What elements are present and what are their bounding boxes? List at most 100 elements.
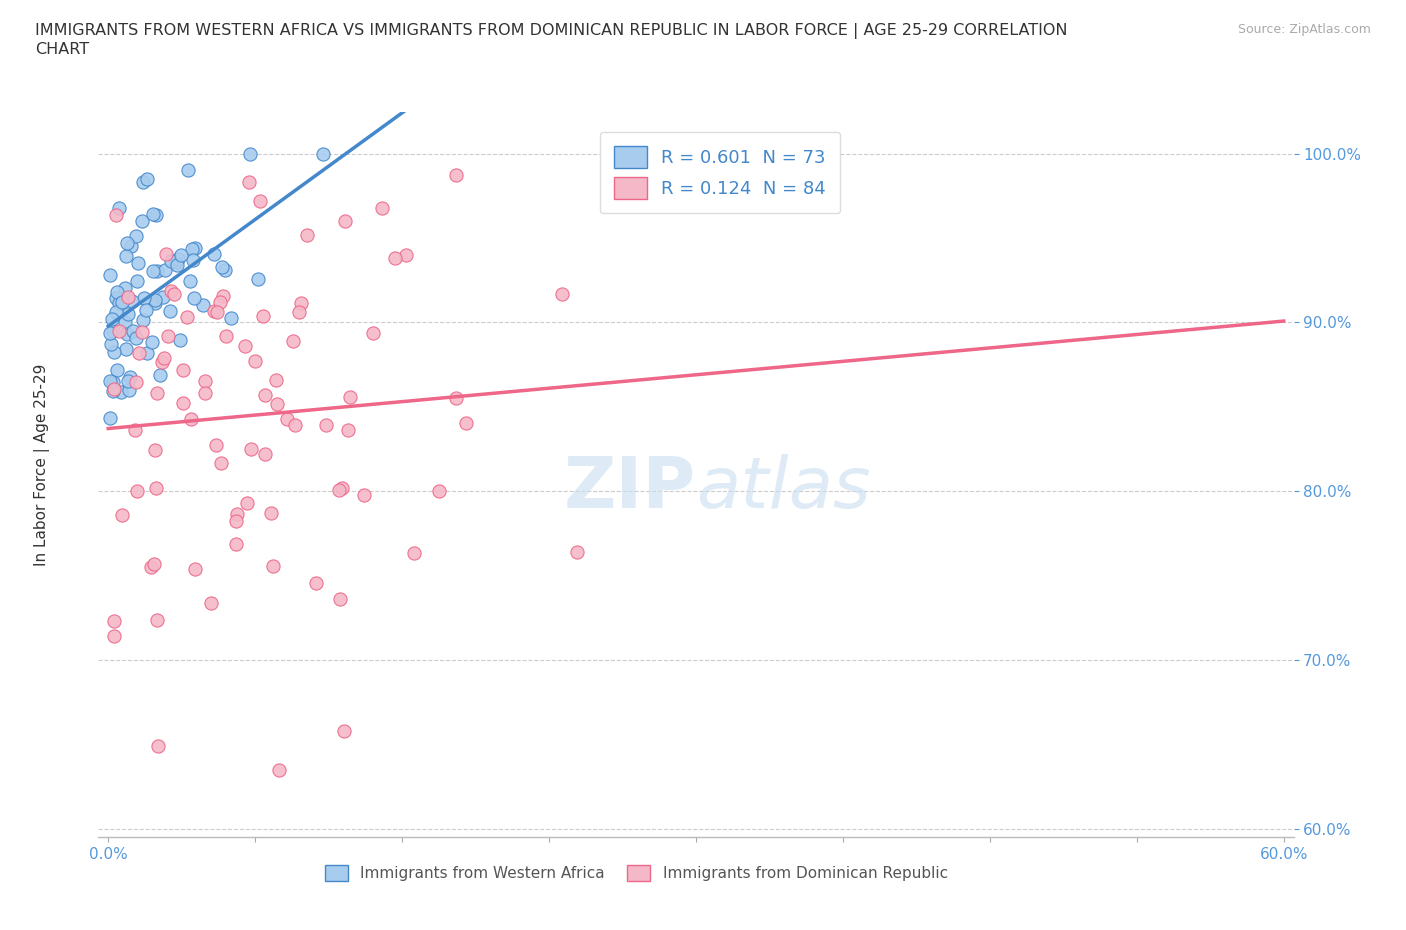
Point <box>238 175 260 190</box>
Point <box>98 268 121 283</box>
Point <box>142 263 165 278</box>
Point <box>114 281 136 296</box>
Point <box>371 201 394 216</box>
Point <box>253 387 276 402</box>
Point <box>427 484 450 498</box>
Point <box>115 248 138 263</box>
Point <box>266 372 288 387</box>
Point <box>105 285 128 299</box>
Point <box>384 251 406 266</box>
Point <box>330 481 353 496</box>
Point <box>269 763 291 777</box>
Point <box>194 385 217 400</box>
Point <box>141 335 163 350</box>
Point <box>135 172 157 187</box>
Point <box>111 508 134 523</box>
Point <box>143 296 166 311</box>
Point <box>181 253 204 268</box>
Point <box>353 487 375 502</box>
Point <box>131 214 153 229</box>
Point <box>312 146 335 161</box>
Point <box>266 396 288 411</box>
Point <box>284 418 307 432</box>
Point <box>170 247 193 262</box>
Point <box>146 613 169 628</box>
Point <box>209 456 232 471</box>
Point <box>194 374 217 389</box>
Point <box>131 325 153 339</box>
Point <box>177 162 200 177</box>
Point <box>105 363 128 378</box>
Point <box>127 256 149 271</box>
Point <box>333 724 356 738</box>
Point <box>98 410 121 425</box>
Point <box>183 240 205 255</box>
Point <box>329 591 352 606</box>
Point <box>157 329 180 344</box>
Point <box>202 246 225 261</box>
Text: Source: ZipAtlas.com: Source: ZipAtlas.com <box>1237 23 1371 36</box>
Point <box>101 375 124 390</box>
Text: In Labor Force | Age 25-29: In Labor Force | Age 25-29 <box>34 364 51 566</box>
Point <box>219 311 242 325</box>
Point <box>181 242 204 257</box>
Point <box>125 484 148 498</box>
Point <box>200 596 222 611</box>
Point <box>114 314 136 329</box>
Point <box>145 208 167 223</box>
Point <box>239 146 262 161</box>
Point <box>103 614 125 629</box>
Point <box>446 391 468 405</box>
Point <box>121 324 143 339</box>
Point <box>115 235 138 250</box>
Point <box>139 560 162 575</box>
Point <box>146 738 169 753</box>
Point <box>295 228 318 243</box>
Point <box>149 368 172 383</box>
Point <box>260 506 283 521</box>
Point <box>214 262 236 277</box>
Point <box>243 353 266 368</box>
Point <box>240 442 263 457</box>
Point <box>290 296 312 311</box>
Point <box>252 309 274 324</box>
Point <box>125 273 148 288</box>
Point <box>118 382 141 397</box>
Point <box>98 374 121 389</box>
Point <box>108 200 131 215</box>
Point <box>550 286 572 301</box>
Point <box>146 385 169 400</box>
Point <box>215 328 238 343</box>
Point <box>276 411 298 426</box>
Point <box>363 326 385 340</box>
Point <box>117 289 139 304</box>
Point <box>101 324 124 339</box>
Point <box>287 304 309 319</box>
Point <box>143 443 166 458</box>
Point <box>207 305 229 320</box>
Point <box>211 288 233 303</box>
Point <box>236 496 259 511</box>
Point <box>395 247 418 262</box>
Point <box>209 295 232 310</box>
Point <box>136 346 159 361</box>
Point <box>169 332 191 347</box>
Point <box>108 296 131 311</box>
Point <box>152 290 174 305</box>
Point <box>110 385 132 400</box>
Point <box>225 513 247 528</box>
Point <box>180 411 202 426</box>
Point <box>115 327 138 342</box>
Point <box>111 295 134 310</box>
Point <box>183 290 205 305</box>
Point <box>118 370 141 385</box>
Point <box>155 246 177 261</box>
Point <box>101 383 124 398</box>
Point <box>262 558 284 573</box>
Point <box>247 272 270 286</box>
Point <box>120 238 142 253</box>
Point <box>132 313 155 328</box>
Point <box>98 326 121 340</box>
Point <box>135 303 157 318</box>
Point <box>315 418 337 432</box>
